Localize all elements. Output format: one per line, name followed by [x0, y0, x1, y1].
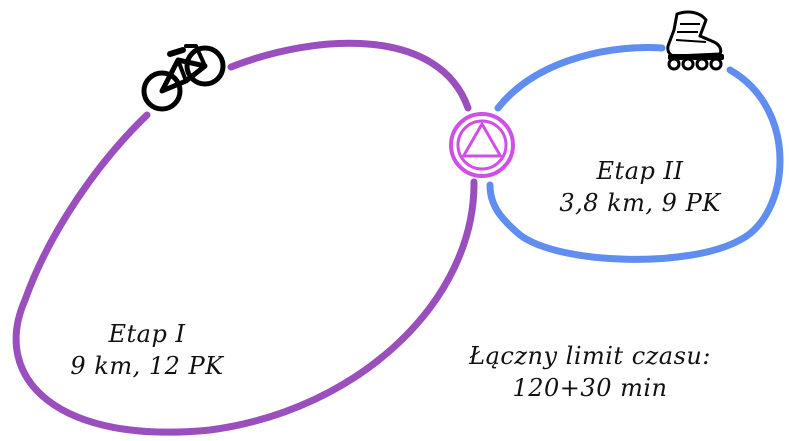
inline-skate-icon: [666, 10, 724, 71]
stage1-loop: [12, 39, 478, 436]
stage1-title: Etap I: [108, 320, 186, 348]
stage2-title: Etap II: [596, 157, 684, 185]
stage2-loop: [486, 44, 784, 263]
total-limit-value: 120+30 min: [512, 374, 668, 402]
stage2-details: 3,8 km, 9 PK: [559, 189, 721, 217]
total-limit-label: Łączny limit czasu:: [469, 342, 711, 370]
stage1-label: Etap I 9 km, 12 PK: [62, 318, 232, 382]
bicycle-icon: [141, 44, 226, 112]
transition-zone-icon: [449, 112, 515, 178]
stage1-details: 9 km, 12 PK: [70, 352, 224, 380]
stage2-label: Etap II 3,8 km, 9 PK: [545, 155, 735, 219]
total-limit: Łączny limit czasu: 120+30 min: [440, 340, 740, 404]
